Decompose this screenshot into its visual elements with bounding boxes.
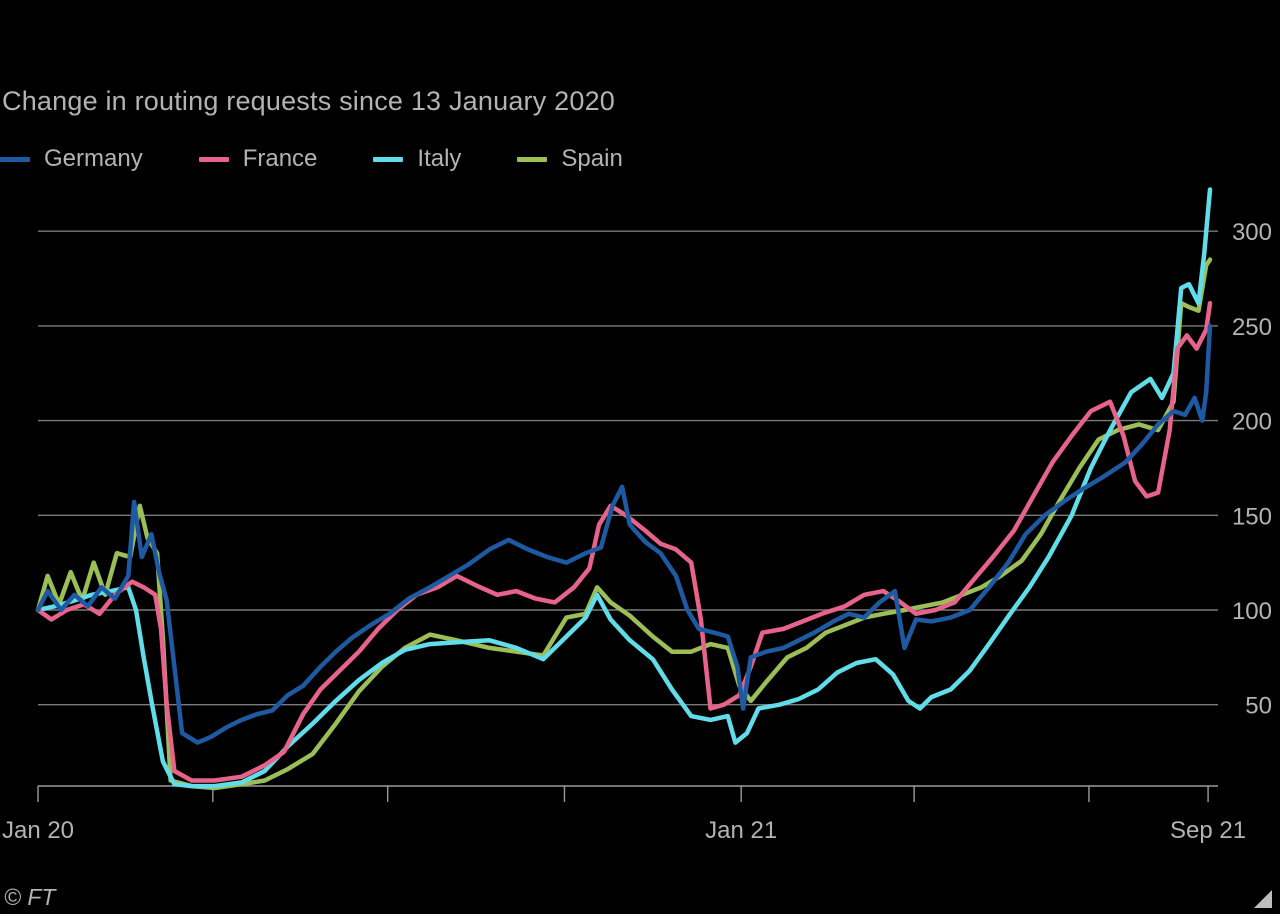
- y-tick-label-150: 150: [1232, 503, 1272, 530]
- legend-swatch-france: [198, 156, 229, 162]
- legend-label-germany: Germany: [44, 145, 143, 172]
- legend-label-spain: Spain: [561, 145, 623, 172]
- legend-item-spain: Spain: [517, 145, 623, 173]
- y-tick-label-100: 100: [1232, 598, 1272, 625]
- series-line-italy: [35, 187, 1213, 789]
- x-tick-label-1: Jan 21: [705, 817, 777, 844]
- ft-credit: © FT: [4, 884, 56, 910]
- legend-label-france: France: [242, 145, 318, 172]
- legend-swatch-italy: [373, 156, 404, 162]
- y-tick-label-300: 300: [1232, 219, 1272, 246]
- legend-swatch-germany: [0, 156, 30, 162]
- y-tick-label-250: 250: [1232, 314, 1272, 341]
- legend-swatch-spain: [517, 156, 548, 162]
- x-tick-label-2: Sep 21: [1170, 817, 1246, 844]
- chart-subtitle: Change in routing requests since 13 Janu…: [2, 86, 615, 116]
- chart-legend: Germany France Italy Spain: [0, 144, 679, 174]
- series-line-france: [35, 300, 1213, 783]
- x-tick-label-0: Jan 20: [2, 817, 74, 844]
- legend-label-italy: Italy: [417, 145, 462, 172]
- corner-resize-icon: [1254, 890, 1272, 908]
- legend-item-italy: Italy: [373, 145, 461, 173]
- series-line-germany: [35, 323, 1213, 745]
- y-tick-label-200: 200: [1232, 409, 1272, 436]
- y-tick-label-50: 50: [1245, 693, 1272, 720]
- legend-item-france: France: [198, 145, 318, 173]
- legend-item-germany: Germany: [0, 145, 143, 173]
